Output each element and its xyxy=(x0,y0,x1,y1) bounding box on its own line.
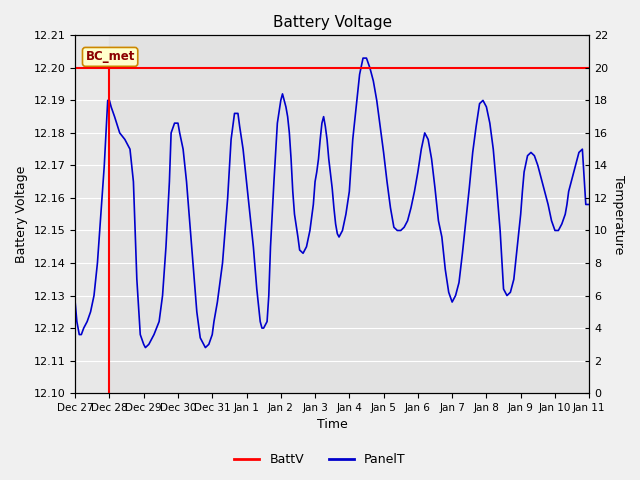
Title: Battery Voltage: Battery Voltage xyxy=(273,15,392,30)
X-axis label: Time: Time xyxy=(317,419,348,432)
Text: BC_met: BC_met xyxy=(85,50,135,63)
Legend: BattV, PanelT: BattV, PanelT xyxy=(229,448,411,471)
Y-axis label: Temperature: Temperature xyxy=(612,175,625,254)
Y-axis label: Battery Voltage: Battery Voltage xyxy=(15,166,28,263)
